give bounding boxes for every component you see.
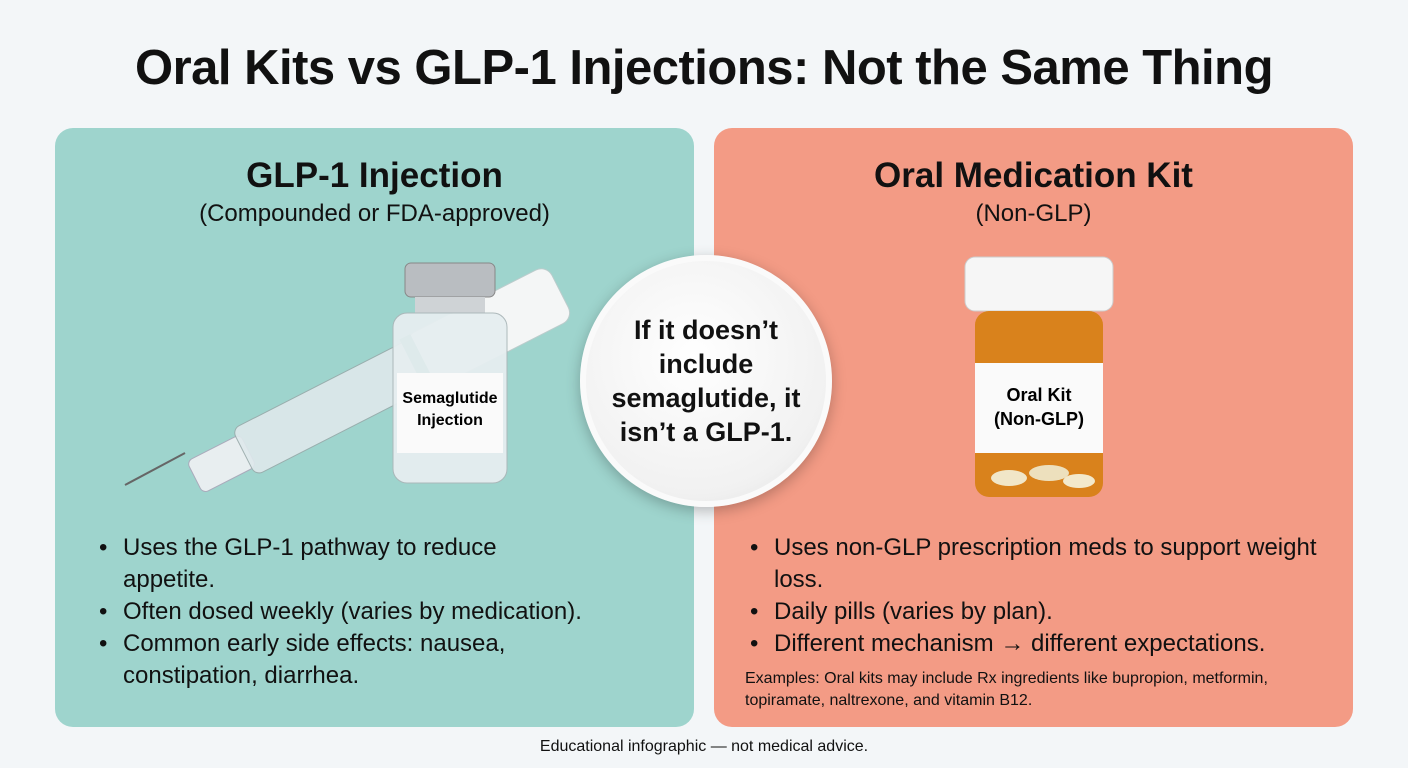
panel-subheading: (Non-GLP) [975, 200, 1092, 227]
bullet-item: Daily pills (varies by plan). [744, 596, 1324, 628]
callout-text: If it doesn’t include semaglutide, it is… [611, 315, 801, 447]
panel-subheading: (Compounded or FDA-approved) [199, 200, 550, 227]
vial-icon: Semaglutide Injection [392, 262, 508, 484]
bullet-item: Uses non-GLP prescription meds to suppor… [744, 532, 1324, 596]
bullet-item: Uses the GLP-1 pathway to reduce appetit… [93, 532, 593, 596]
bullet-item: Different mechanism → different expectat… [744, 628, 1324, 660]
oral-kit-bullets: Uses non-GLP prescription meds to suppor… [744, 532, 1324, 660]
vial-label-line2: Injection [417, 412, 483, 429]
oral-kit-panel: Oral Medication Kit (Non-GLP) Oral Kit (… [714, 128, 1353, 727]
vial-label-line1: Semaglutide [402, 390, 497, 407]
examples-note: Examples: Oral kits may include Rx ingre… [745, 670, 1268, 709]
page-title: Oral Kits vs GLP-1 Injections: Not the S… [134, 41, 1274, 95]
pill-bottle-icon: Oral Kit (Non-GLP) [964, 256, 1114, 497]
injection-bullets: Uses the GLP-1 pathway to reduce appetit… [93, 532, 593, 692]
disclaimer-footer: Educational infographic — not medical ad… [539, 738, 869, 755]
bullet-item: Often dosed weekly (varies by medication… [93, 596, 593, 628]
bottle-label-line2: (Non-GLP) [994, 409, 1084, 429]
callout-circle: If it doesn’t include semaglutide, it is… [580, 255, 832, 507]
panel-heading: GLP-1 Injection [246, 156, 503, 195]
bottle-label-line1: Oral Kit [1006, 385, 1071, 405]
glp1-injection-panel: GLP-1 Injection (Compounded or FDA-appro… [55, 128, 694, 727]
bullet-item: Common early side effects: nausea, const… [93, 628, 593, 692]
panel-heading: Oral Medication Kit [874, 156, 1193, 195]
syringe-vial-illustration: Semaglutide Injection [124, 262, 571, 492]
